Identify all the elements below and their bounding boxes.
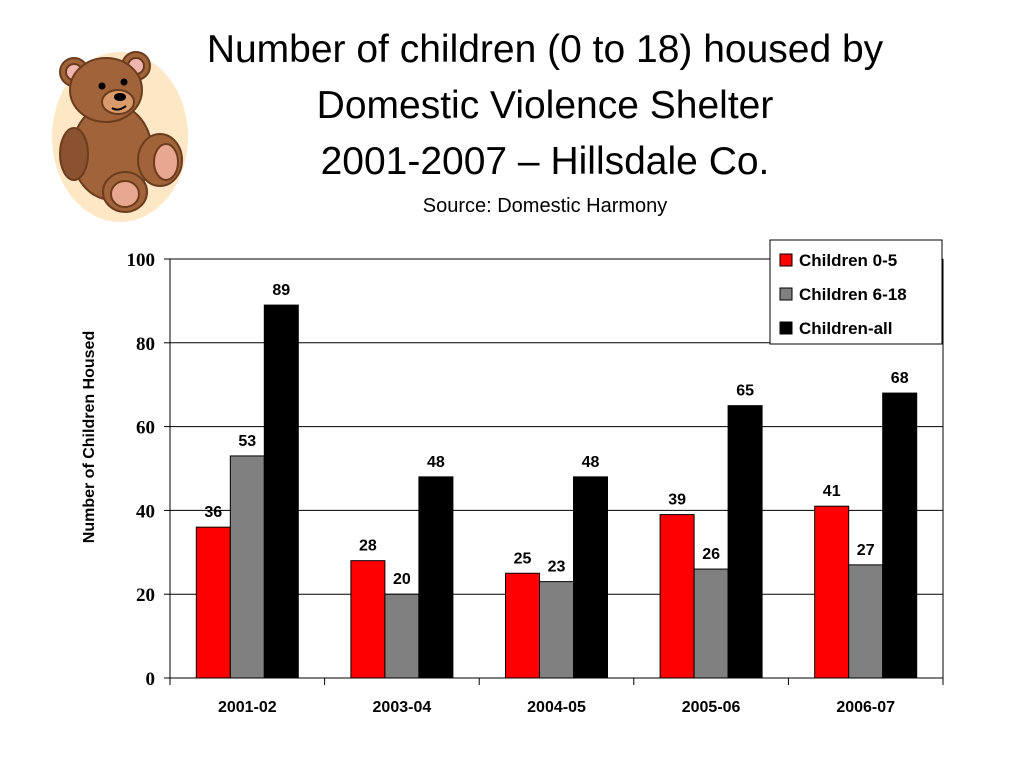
- bar-value-label: 48: [582, 454, 600, 471]
- legend-label: Children 6-18: [799, 285, 907, 304]
- title-line-2: Domestic Violence Shelter: [316, 84, 774, 127]
- legend-label: Children 0-5: [799, 251, 897, 270]
- bar: [882, 392, 918, 679]
- bar: [693, 568, 729, 679]
- legend-swatch: [779, 321, 793, 335]
- bar: [350, 560, 386, 679]
- bar-value-label: 28: [359, 538, 377, 555]
- legend-box: [769, 239, 943, 345]
- bar: [848, 564, 884, 679]
- y-tick-label: 0: [146, 669, 156, 690]
- teddy-bear-icon: [52, 51, 188, 222]
- bar-value-label: 48: [427, 454, 445, 471]
- y-tick-label: 40: [136, 501, 155, 522]
- bar-value-label: 89: [272, 282, 290, 299]
- bar: [263, 304, 299, 679]
- bar-value-label: 65: [736, 383, 754, 400]
- title-line-1: Number of children (0 to 18) housed by: [206, 28, 884, 71]
- y-tick-label: 60: [136, 418, 155, 439]
- title-line-3: 2001-2007 – Hillsdale Co.: [320, 140, 770, 183]
- source-caption: Source: Domestic Harmony: [422, 195, 668, 217]
- bar: [505, 572, 540, 679]
- bar: [418, 476, 454, 679]
- bar-value-label: 27: [857, 542, 875, 559]
- bar: [573, 476, 608, 679]
- bar: [384, 593, 420, 679]
- legend: Children 0-5 Children 6-18 Children-all: [769, 239, 943, 345]
- axes-layer: 0 20 40 60 80 100 2001-02 2003-04 2004-05 2005-06…: [127, 250, 944, 716]
- bar-value-label: 36: [204, 504, 222, 521]
- legend-swatch: [779, 253, 793, 267]
- bar-value-label: 41: [823, 483, 841, 500]
- slide-title: Number of children (0 to 18) housed by D…: [150, 22, 940, 220]
- bar-value-label: 23: [548, 559, 566, 576]
- x-category-label: 2003-04: [373, 699, 432, 716]
- bar-value-label: 20: [393, 571, 411, 588]
- bar: [229, 455, 265, 679]
- y-tick-label: 20: [136, 585, 155, 606]
- bar-value-label: 25: [514, 550, 532, 567]
- bar: [814, 505, 850, 679]
- y-axis-title: Number of Children Housed: [81, 331, 98, 543]
- bar: [539, 581, 574, 679]
- bar-value-label: 39: [668, 492, 686, 509]
- y-tick-label: 80: [136, 334, 155, 355]
- bar-value-label: 26: [702, 546, 720, 563]
- bar: [727, 405, 763, 679]
- x-category-label: 2006-07: [836, 699, 895, 716]
- legend-label: Children-all: [799, 319, 893, 338]
- bar: [195, 526, 231, 679]
- bars-layer: 36 53 89 28 20 48 25 23 48 39 26 65 41 27 68: [195, 282, 918, 679]
- bar-value-label: 53: [238, 433, 256, 450]
- legend-swatch: [779, 287, 793, 301]
- x-category-label: 2001-02: [218, 699, 277, 716]
- bar: [659, 514, 695, 679]
- x-category-label: 2005-06: [682, 699, 741, 716]
- x-category-label: 2004-05: [527, 699, 586, 716]
- y-tick-label: 100: [127, 250, 156, 271]
- bar-value-label: 68: [891, 370, 909, 387]
